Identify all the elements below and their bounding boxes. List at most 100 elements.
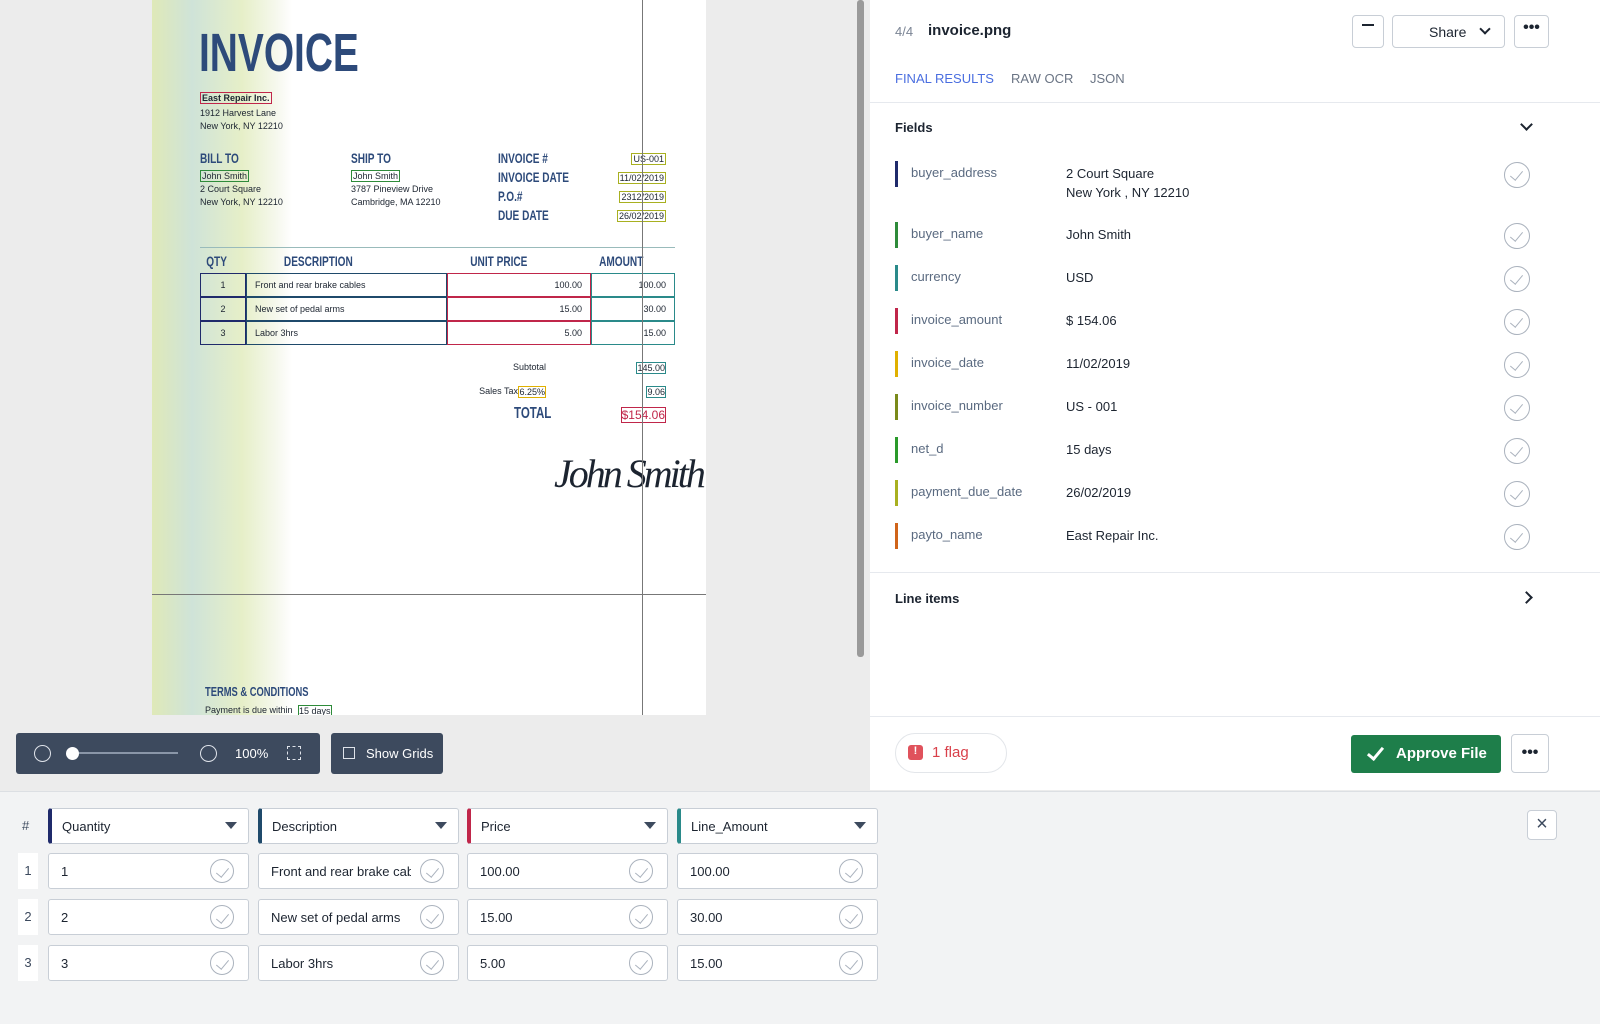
field-color — [895, 222, 898, 248]
cell-check[interactable] — [839, 859, 863, 883]
tab[interactable]: RAW OCR — [1011, 71, 1074, 86]
tax-rate: 6.25% — [518, 386, 546, 398]
party-address: 3787 Pineview Drive — [351, 184, 434, 194]
field-check[interactable] — [1504, 524, 1530, 550]
field-check[interactable] — [1504, 223, 1530, 249]
approve-button[interactable]: Approve File — [1351, 735, 1501, 773]
fullscreen[interactable] — [287, 746, 301, 760]
meta-label: INVOICE # — [498, 150, 548, 166]
cell-check[interactable] — [629, 951, 653, 975]
field-value: 15 days — [1066, 442, 1112, 457]
cell-check[interactable] — [839, 905, 863, 929]
header-label: Line_Amount — [691, 819, 768, 834]
tab[interactable]: JSON — [1090, 71, 1125, 86]
show-grids-button[interactable]: Show Grids — [331, 733, 443, 774]
field-name: invoice_amount — [911, 312, 1003, 327]
cell-check[interactable] — [420, 859, 444, 883]
item-cell: 15.00 — [447, 297, 591, 321]
item-cell: New set of pedal arms — [246, 297, 447, 321]
upload-icon — [1362, 24, 1374, 39]
header-label: Price — [481, 819, 511, 834]
total-value: $154.06 — [620, 407, 666, 423]
item-cell: 30.00 — [591, 297, 675, 321]
button-label: Show Grids — [366, 746, 434, 761]
close-button[interactable]: × — [1527, 810, 1557, 840]
table-cell[interactable]: 100.00 — [677, 853, 878, 889]
table-cell[interactable]: 30.00 — [677, 899, 878, 935]
cell-check[interactable] — [420, 951, 444, 975]
party-label: BILL TO — [200, 150, 239, 166]
field-check[interactable] — [1504, 309, 1530, 335]
field-name: invoice_number — [911, 398, 1003, 413]
dropdown-icon — [435, 822, 447, 835]
meta-value: 11/02/2019 — [617, 172, 666, 184]
line-items-table: × # Quantity Description Price Line_Amount 1 1… — [0, 791, 1600, 1024]
table-cell[interactable]: 1 — [48, 853, 249, 889]
table-cell[interactable]: 3 — [48, 945, 249, 981]
item-cell: 15.00 — [591, 321, 675, 345]
divider — [870, 572, 1600, 573]
field-check[interactable] — [1504, 162, 1530, 188]
field-value: USD — [1066, 270, 1094, 285]
seller-address: New York, NY 12210 — [200, 121, 283, 131]
crosshair-v — [642, 0, 643, 715]
field-name: invoice_date — [911, 355, 984, 370]
more-button[interactable]: ••• — [1511, 734, 1549, 773]
table-cell[interactable]: New set of pedal arms — [258, 899, 459, 935]
cell-value: 3 — [61, 956, 69, 971]
zoom-handle[interactable] — [66, 747, 79, 760]
item-header: QTY — [206, 253, 227, 269]
column-header: # — [22, 818, 30, 833]
total-label: TOTAL — [514, 405, 552, 422]
column-header[interactable]: Price — [467, 808, 668, 844]
flag-pill[interactable]: ! 1 flag — [895, 733, 1007, 773]
zoom-out[interactable] — [34, 745, 51, 762]
table-cell[interactable]: 5.00 — [467, 945, 668, 981]
item-cell: 100.00 — [591, 273, 675, 297]
column-header[interactable]: Line_Amount — [677, 808, 878, 844]
field-check[interactable] — [1504, 395, 1530, 421]
upload-button[interactable] — [1352, 15, 1384, 48]
cell-value: Labor 3hrs — [271, 956, 334, 971]
file-name: invoice.png — [928, 22, 1012, 39]
table-cell[interactable]: Front and rear brake cables — [258, 853, 459, 889]
table-cell[interactable]: 15.00 — [467, 899, 668, 935]
more-button[interactable]: ••• — [1514, 15, 1549, 48]
field-check[interactable] — [1504, 438, 1530, 464]
collapse-icon[interactable] — [1520, 118, 1533, 131]
fields-title: Fields — [895, 120, 933, 135]
item-header: UNIT PRICE — [470, 253, 528, 269]
cell-value: 1 — [61, 864, 69, 879]
table-cell[interactable]: 15.00 — [677, 945, 878, 981]
item-header: DESCRIPTION — [283, 253, 353, 269]
table-cell[interactable]: Labor 3hrs — [258, 945, 459, 981]
cell-check[interactable] — [420, 905, 444, 929]
scrollbar[interactable] — [857, 0, 864, 657]
cell-check[interactable] — [210, 905, 234, 929]
table-cell[interactable]: 100.00 — [467, 853, 668, 889]
cell-check[interactable] — [629, 905, 653, 929]
field-check[interactable] — [1504, 481, 1530, 507]
share-button[interactable]: Share — [1392, 15, 1505, 48]
cell-check[interactable] — [210, 951, 234, 975]
zoom-level: 100% — [235, 746, 269, 761]
cell-check[interactable] — [629, 859, 653, 883]
meta-label: P.O.# — [498, 188, 523, 204]
line-items-title[interactable]: Line items — [895, 591, 960, 606]
field-color — [895, 161, 898, 187]
cell-check[interactable] — [839, 951, 863, 975]
tab[interactable]: FINAL RESULTS — [895, 71, 994, 86]
zoom-bar: 100% — [16, 733, 320, 774]
terms-text: Payment is due within — [205, 705, 293, 715]
zoom-slider[interactable] — [68, 752, 178, 754]
row-number: 1 — [18, 853, 38, 889]
table-cell[interactable]: 2 — [48, 899, 249, 935]
cell-check[interactable] — [210, 859, 234, 883]
party-name: John Smith — [200, 170, 250, 182]
field-check[interactable] — [1504, 266, 1530, 292]
expand-icon[interactable] — [1520, 591, 1533, 604]
column-header[interactable]: Description — [258, 808, 459, 844]
zoom-in[interactable] — [200, 745, 217, 762]
column-header[interactable]: Quantity — [48, 808, 249, 844]
field-check[interactable] — [1504, 352, 1530, 378]
